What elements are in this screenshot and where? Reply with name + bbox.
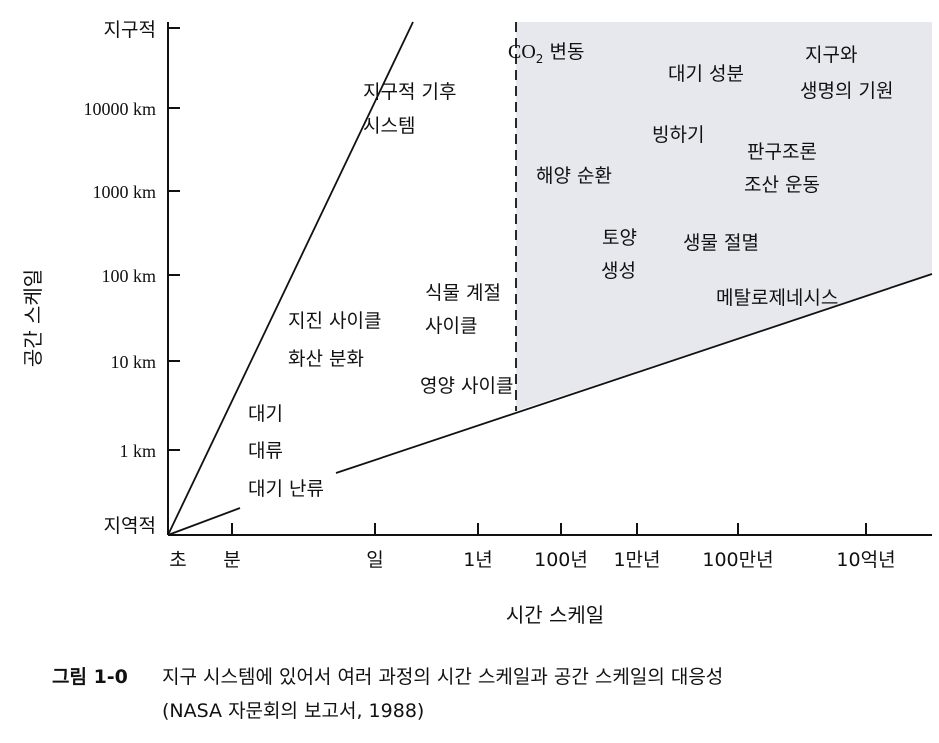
label-nutrient-cycle: 영양 사이클 — [420, 375, 513, 397]
upper-diagonal-line — [167, 21, 414, 536]
y-tick-label: 1 km — [119, 441, 156, 461]
label-convection-line1: 대기 — [248, 403, 283, 425]
x-tick-label: 10억년 — [836, 549, 895, 571]
label-convection-line2: 대류 — [248, 440, 283, 462]
label-glacier: 빙하기 — [652, 124, 704, 146]
lower-diagonal-line-short — [167, 507, 241, 536]
y-tick-label: 지구적 — [104, 19, 156, 41]
figure-label: 그림 1-0 — [52, 666, 128, 688]
x-tick-label: 초 — [169, 549, 186, 571]
y-tick-label: 1000 km — [92, 182, 156, 202]
label-earthquake-line1: 지진 사이클 — [288, 310, 381, 332]
co2-suffix: 변동 — [543, 41, 584, 63]
x-tick-label: 100년 — [534, 549, 588, 571]
label-plant-cycle-line1: 식물 계절 — [425, 282, 501, 304]
x-tick-label: 100만년 — [702, 549, 773, 571]
label-earthquake-line2: 화산 분화 — [288, 348, 364, 370]
shaded-region — [516, 22, 932, 411]
lower-diagonal-line-long — [335, 273, 933, 474]
x-tick-label: 1년 — [463, 549, 493, 571]
label-soil-line2: 생성 — [601, 260, 636, 282]
y-tick-label: 10 km — [110, 352, 156, 372]
label-plant-cycle-line2: 사이클 — [425, 315, 477, 337]
label-metallogenesis: 메탈로제네시스 — [716, 287, 838, 309]
label-origin-line2: 생명의 기원 — [800, 80, 893, 102]
label-tectonics-line1: 판구조론 — [747, 141, 817, 163]
caption-text-line1: 지구 시스템에 있어서 여러 과정의 시간 스케일과 공간 스케일의 대응성 — [162, 666, 724, 688]
x-tick-label: 분 — [223, 549, 240, 571]
label-extinction: 생물 절멸 — [683, 232, 759, 254]
y-tick-label: 10000 km — [83, 99, 156, 119]
label-origin-line1: 지구와 — [805, 44, 857, 66]
label-climate-system-line1: 지구적 기후 — [363, 81, 456, 103]
co2-subscript: 2 — [536, 52, 544, 66]
co2-text: CO — [508, 41, 536, 63]
y-axis-title: 공간 스케일 — [21, 269, 45, 367]
time-space-scale-diagram: 지구적 10000 km 1000 km 100 km 10 km 1 km 지… — [21, 19, 933, 627]
y-tick-label: 지역적 — [104, 515, 156, 537]
label-atmospheric-composition: 대기 성분 — [668, 63, 744, 85]
y-tick-label: 100 km — [101, 266, 156, 286]
figure-caption: 그림 1-0 지구 시스템에 있어서 여러 과정의 시간 스케일과 공간 스케일의… — [52, 660, 932, 728]
label-co2-variation: CO2 변동 — [508, 41, 584, 66]
x-axis-title: 시간 스케일 — [506, 603, 604, 627]
label-climate-system-line2: 시스템 — [363, 115, 415, 137]
label-turbulence: 대기 난류 — [248, 478, 324, 500]
x-tick-label: 일 — [366, 549, 383, 571]
label-soil-line1: 토양 — [602, 227, 637, 249]
caption-text-line2: (NASA 자문회의 보고서, 1988) — [162, 700, 425, 722]
caption-line1: 그림 1-0 지구 시스템에 있어서 여러 과정의 시간 스케일과 공간 스케일의… — [52, 660, 932, 694]
x-tick-label: 1만년 — [613, 549, 660, 571]
label-tectonics-line2: 조산 운동 — [744, 174, 820, 196]
label-ocean-circulation: 해양 순환 — [536, 165, 612, 187]
